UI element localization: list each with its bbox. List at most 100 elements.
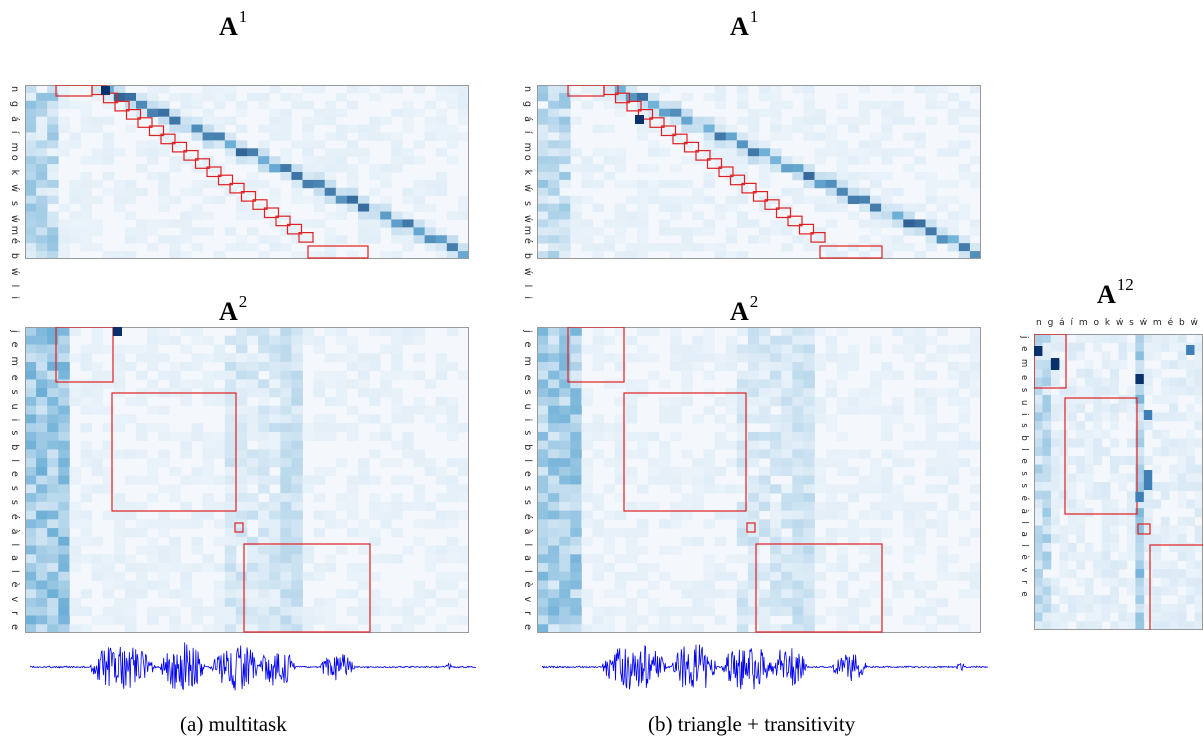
heatmap-cell bbox=[1042, 612, 1052, 622]
heatmap-cell bbox=[358, 124, 370, 133]
heatmap-cell bbox=[136, 423, 148, 433]
heatmap-cell bbox=[559, 598, 571, 608]
heatmap-cell bbox=[36, 554, 48, 564]
heatmap-cell bbox=[147, 172, 159, 181]
heatmap-cell bbox=[391, 554, 403, 564]
heatmap-cell bbox=[258, 510, 270, 520]
heatmap-cell bbox=[235, 606, 248, 616]
heatmap-cell bbox=[1177, 377, 1187, 387]
heatmap-cell bbox=[1135, 621, 1145, 630]
heatmap-cell bbox=[147, 379, 159, 389]
heatmap-cell bbox=[324, 554, 337, 564]
heatmap-cell bbox=[47, 164, 59, 173]
heatmap-cell bbox=[892, 211, 904, 220]
heatmap-cell bbox=[369, 219, 381, 228]
heatmap-cell bbox=[80, 211, 92, 220]
heatmap-cell bbox=[581, 431, 593, 442]
heatmap-cell bbox=[925, 100, 937, 110]
heatmap-cell bbox=[413, 353, 425, 363]
heatmap-cell bbox=[191, 179, 203, 189]
heatmap-cell bbox=[47, 554, 59, 564]
heatmap-cell bbox=[825, 172, 838, 181]
heatmap-cell bbox=[36, 156, 48, 165]
heatmap-cell bbox=[614, 179, 627, 189]
heatmap-cell bbox=[158, 571, 170, 581]
heatmap-cell bbox=[269, 327, 281, 337]
title-superscript: 2 bbox=[238, 292, 248, 311]
heatmap-cell bbox=[548, 536, 560, 546]
heatmap-cell bbox=[925, 85, 937, 94]
heatmap-cell bbox=[759, 335, 771, 345]
heatmap-cell bbox=[1042, 368, 1052, 378]
heatmap-cell bbox=[291, 493, 303, 503]
heatmap-cell bbox=[247, 501, 259, 511]
heatmap-cell bbox=[692, 624, 704, 633]
heatmap-cell bbox=[147, 92, 159, 102]
heatmap-cell bbox=[202, 132, 215, 141]
heatmap-cell bbox=[570, 606, 582, 616]
heatmap-cell bbox=[258, 528, 270, 538]
heatmap-cell bbox=[291, 589, 303, 599]
heatmap-cell bbox=[847, 405, 860, 415]
heatmap-cell bbox=[792, 423, 804, 433]
heatmap-cell bbox=[792, 554, 804, 564]
heatmap-cell bbox=[1110, 577, 1119, 587]
heatmap-cell bbox=[559, 227, 571, 236]
heatmap-cell bbox=[124, 589, 137, 599]
heatmap-cell bbox=[91, 227, 104, 236]
heatmap-cell bbox=[247, 458, 259, 468]
heatmap-cell bbox=[235, 440, 248, 450]
a12-target-axis-label: j e m e s u i s b l e s s é à l a l è v … bbox=[1019, 336, 1029, 600]
heatmap-cell bbox=[391, 219, 403, 228]
heatmap-cell bbox=[1084, 586, 1094, 596]
heatmap-cell bbox=[692, 124, 704, 133]
heatmap-cell bbox=[213, 85, 226, 94]
heatmap-cell bbox=[759, 327, 771, 337]
waveform-trace bbox=[30, 642, 476, 691]
heatmap-cell bbox=[180, 92, 192, 102]
heatmap-cell bbox=[113, 187, 126, 197]
heatmap-cell bbox=[747, 440, 760, 450]
heatmap-cell bbox=[269, 624, 281, 633]
heatmap-cell bbox=[947, 388, 960, 398]
heatmap-cell bbox=[235, 510, 248, 520]
heatmap-cell bbox=[1143, 351, 1153, 361]
heatmap-cell bbox=[147, 219, 159, 228]
heatmap-cell bbox=[91, 243, 104, 252]
heatmap-cell bbox=[969, 563, 981, 573]
heatmap-cell bbox=[559, 335, 571, 345]
heatmap-cell bbox=[280, 484, 292, 494]
heatmap-cell bbox=[792, 458, 804, 468]
heatmap-cell bbox=[402, 327, 414, 337]
heatmap-cell bbox=[692, 227, 704, 236]
heatmap-cell bbox=[1067, 595, 1077, 605]
heatmap-cell bbox=[1186, 551, 1195, 561]
heatmap-cell bbox=[770, 370, 782, 380]
heatmap-cell bbox=[1067, 351, 1077, 361]
heatmap-cell bbox=[369, 624, 381, 633]
heatmap-cell bbox=[413, 493, 425, 503]
heatmap-cell bbox=[659, 100, 671, 110]
heatmap-cell bbox=[1118, 603, 1128, 613]
heatmap-cell bbox=[636, 124, 649, 133]
heatmap-cell bbox=[158, 148, 170, 157]
heatmap-cell bbox=[681, 501, 693, 511]
heatmap-cell bbox=[435, 251, 448, 259]
heatmap-cell bbox=[202, 335, 215, 345]
heatmap-cell bbox=[592, 203, 604, 212]
heatmap-cell bbox=[969, 219, 981, 228]
heatmap-cell bbox=[537, 370, 549, 380]
title-letter: A bbox=[219, 12, 238, 41]
heatmap-cell bbox=[958, 510, 971, 520]
heatmap-cell bbox=[858, 148, 871, 157]
heatmap-cell bbox=[548, 148, 560, 157]
heatmap-cell bbox=[747, 344, 760, 354]
heatmap-cell bbox=[346, 335, 359, 345]
heatmap-cell bbox=[814, 414, 826, 424]
heatmap-cell bbox=[324, 156, 337, 165]
heatmap-cell bbox=[58, 519, 70, 529]
heatmap-cell bbox=[1169, 577, 1179, 587]
heatmap-cell bbox=[958, 414, 971, 424]
heatmap-cell bbox=[858, 108, 871, 118]
heatmap-cell bbox=[548, 243, 560, 252]
